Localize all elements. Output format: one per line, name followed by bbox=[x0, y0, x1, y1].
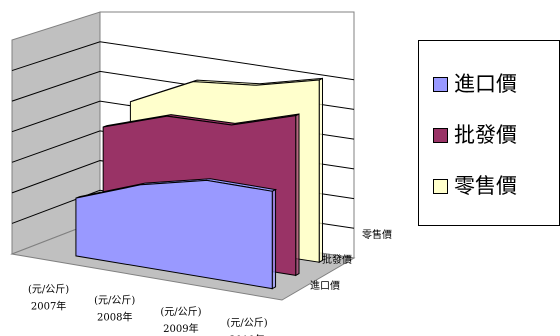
legend-label-import: 進口價 bbox=[454, 72, 517, 96]
x-tick-label: (元/公斤) 2009年 bbox=[160, 306, 201, 335]
depth-tick-label: 零售價 bbox=[362, 228, 392, 241]
x-tick-label: (元/公斤)2010年 bbox=[226, 317, 267, 336]
legend-swatch-import bbox=[433, 76, 448, 92]
x-tick-label: (元/公斤) 2007年 bbox=[28, 283, 69, 312]
legend-label-wholesale: 批發價 bbox=[454, 123, 517, 147]
legend-swatch-wholesale bbox=[433, 127, 448, 143]
series-layer bbox=[75, 77, 324, 290]
legend-item-wholesale: 批發價 bbox=[433, 120, 517, 150]
series-front-0 bbox=[75, 179, 273, 290]
series-0 bbox=[75, 178, 278, 290]
x-tick-label: (元/公斤) 2008年 bbox=[94, 295, 135, 324]
gridline bbox=[11, 41, 355, 81]
depth-tick-label: 進口價 bbox=[310, 279, 340, 292]
legend-swatch-retail bbox=[433, 178, 448, 194]
depth-tick-label: 批發價 bbox=[322, 253, 352, 266]
x-axis-labels: (元/公斤)2007年 (元/公斤)2008年 (元/公斤)2009年 (元/公斤)2… bbox=[28, 283, 268, 336]
legend-label-retail: 零售價 bbox=[454, 174, 517, 198]
legend-item-import: 進口價 bbox=[433, 69, 517, 99]
legend: 進口價 批發價 零售價 bbox=[418, 40, 560, 226]
legend-item-retail: 零售價 bbox=[433, 171, 517, 201]
